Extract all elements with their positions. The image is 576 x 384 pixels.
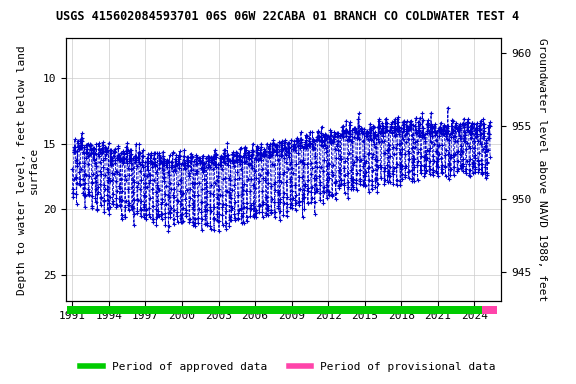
Y-axis label: Depth to water level, feet below land
surface: Depth to water level, feet below land su… [17,45,39,295]
Y-axis label: Groundwater level above NAVD 1988, feet: Groundwater level above NAVD 1988, feet [537,38,547,301]
Text: USGS 415602084593701 06S 06W 22CABA 01 BRANCH CO COLDWATER TEST 4: USGS 415602084593701 06S 06W 22CABA 01 B… [56,10,520,23]
Legend: Period of approved data, Period of provisional data: Period of approved data, Period of provi… [76,358,500,377]
Bar [482,306,498,314]
